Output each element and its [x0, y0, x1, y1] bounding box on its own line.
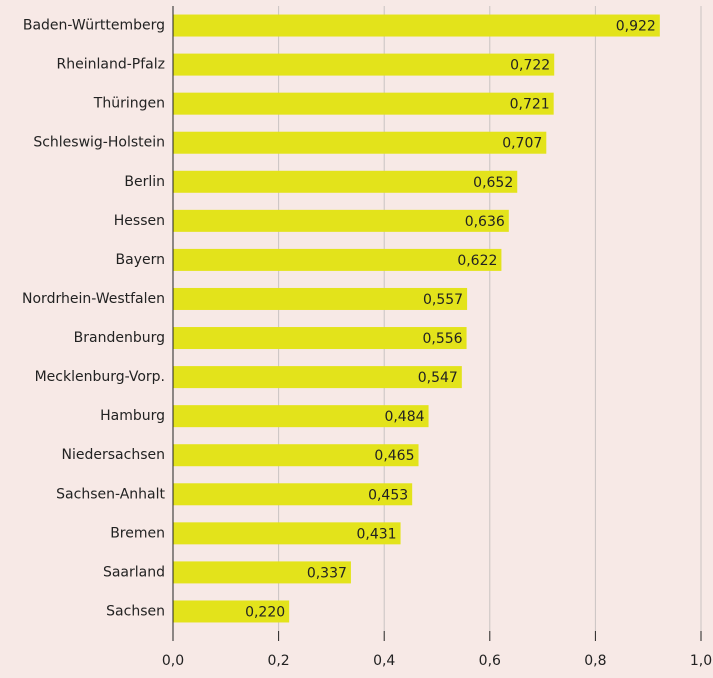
- bar: [173, 561, 351, 584]
- category-label: Thüringen: [93, 96, 165, 112]
- x-tick-label: 0,0: [162, 653, 184, 669]
- x-tick-label: 0,8: [584, 653, 606, 669]
- bar: [173, 366, 462, 389]
- bar: [173, 600, 290, 623]
- category-label: Sachsen: [106, 603, 165, 619]
- category-label: Saarland: [103, 564, 165, 580]
- bar: [173, 444, 419, 467]
- x-tick-label: 0,6: [479, 653, 501, 669]
- bar: [173, 53, 555, 76]
- category-label: Baden-Württemberg: [23, 18, 165, 34]
- bar: [173, 522, 401, 545]
- value-label: 0,431: [356, 526, 396, 542]
- category-label: Mecklenburg-Vorp.: [35, 369, 165, 385]
- category-label: Bremen: [110, 525, 165, 541]
- bar: [173, 405, 429, 428]
- value-label: 0,453: [368, 487, 408, 503]
- value-label: 0,337: [307, 565, 347, 581]
- value-label: 0,636: [465, 214, 505, 230]
- category-label: Hamburg: [100, 408, 165, 424]
- bar: [173, 209, 509, 232]
- bar: [173, 170, 518, 193]
- value-label: 0,922: [616, 19, 656, 35]
- value-label: 0,722: [510, 58, 550, 74]
- value-label: 0,707: [502, 136, 542, 152]
- value-label: 0,652: [473, 175, 513, 191]
- category-label: Nordrhein-Westfalen: [22, 291, 165, 307]
- bar: [173, 14, 660, 37]
- value-label: 0,721: [510, 97, 550, 113]
- category-label: Schleswig-Holstein: [33, 135, 165, 151]
- bar: [173, 287, 468, 310]
- value-label: 0,484: [384, 409, 424, 425]
- value-label: 0,622: [457, 253, 497, 269]
- category-label: Sachsen-Anhalt: [56, 486, 165, 502]
- category-label: Bayern: [116, 252, 165, 268]
- bar: [173, 248, 502, 271]
- bar: [173, 92, 554, 115]
- value-label: 0,465: [374, 448, 414, 464]
- bar: [173, 327, 467, 350]
- category-label: Brandenburg: [74, 330, 165, 346]
- value-label: 0,220: [245, 604, 285, 620]
- x-tick-label: 0,4: [373, 653, 395, 669]
- x-tick-label: 1,0: [690, 653, 712, 669]
- bar: [173, 483, 413, 506]
- bar: [173, 131, 547, 154]
- value-label: 0,556: [422, 331, 462, 347]
- category-label: Hessen: [114, 213, 165, 229]
- value-label: 0,557: [423, 292, 463, 308]
- category-label: Berlin: [124, 174, 165, 190]
- category-label: Niedersachsen: [62, 447, 165, 463]
- category-label: Rheinland-Pfalz: [57, 57, 165, 73]
- value-label: 0,547: [418, 370, 458, 386]
- x-tick-label: 0,2: [267, 653, 289, 669]
